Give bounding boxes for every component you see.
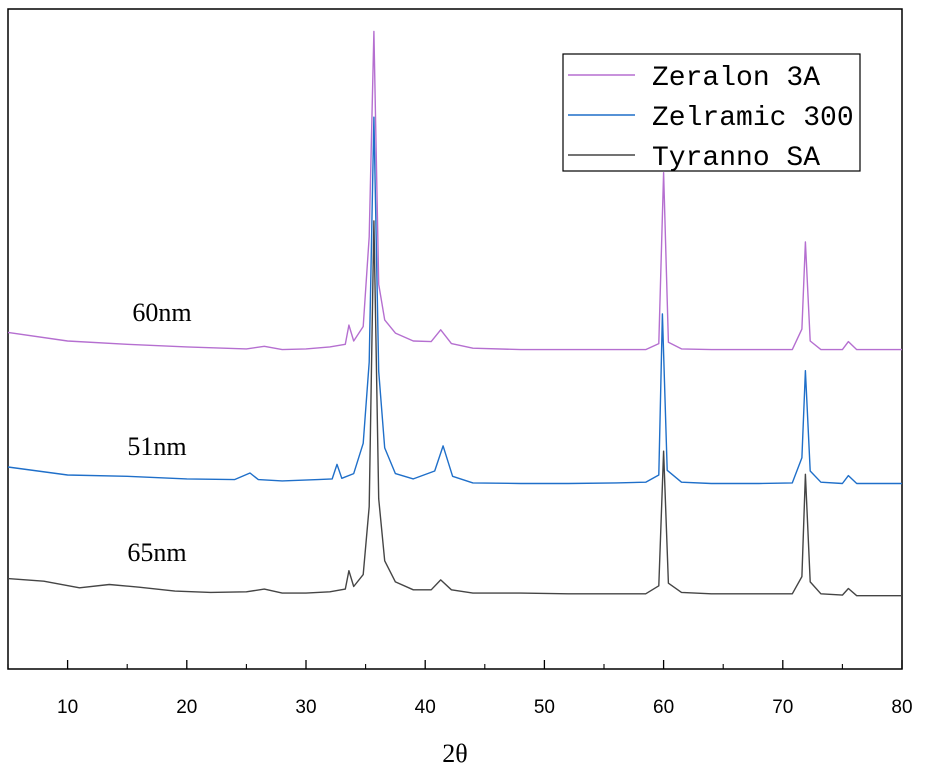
series-annotation: 51nm — [127, 432, 186, 461]
legend-label: Zeralon 3A — [652, 63, 820, 94]
x-tick-label: 50 — [534, 697, 555, 718]
series-annotation: 60nm — [132, 298, 191, 327]
x-axis-ticks: 10 20 30 40 50 60 70 80 — [7, 660, 913, 718]
series-line-tyranno-sa — [7, 220, 902, 597]
legend-box — [562, 53, 861, 172]
x-tick-label: 40 — [415, 697, 436, 718]
x-tick-label: 20 — [176, 697, 197, 718]
x-tick-label: 70 — [772, 697, 793, 718]
x-tick-label: 30 — [295, 697, 316, 718]
legend: Zeralon 3A Zelramic 300 Tyranno SA — [562, 53, 861, 174]
plot-frame — [7, 8, 903, 670]
series-line-zelramic-300 — [7, 116, 902, 485]
series-annotation: 65nm — [127, 538, 186, 567]
series-line-zeralon-3a — [7, 30, 902, 351]
legend-label: Zelramic 300 — [652, 103, 854, 134]
x-axis-title: 2θ — [442, 739, 467, 768]
legend-items: Zeralon 3A Zelramic 300 Tyranno SA — [568, 63, 854, 174]
x-tick-label: 10 — [57, 697, 78, 718]
annotation-layer: 60nm 51nm 65nm — [127, 298, 191, 567]
legend-label: Tyranno SA — [652, 143, 820, 174]
series-layer — [7, 30, 902, 597]
x-tick-label: 80 — [891, 697, 912, 718]
x-tick-label: 60 — [653, 697, 674, 718]
